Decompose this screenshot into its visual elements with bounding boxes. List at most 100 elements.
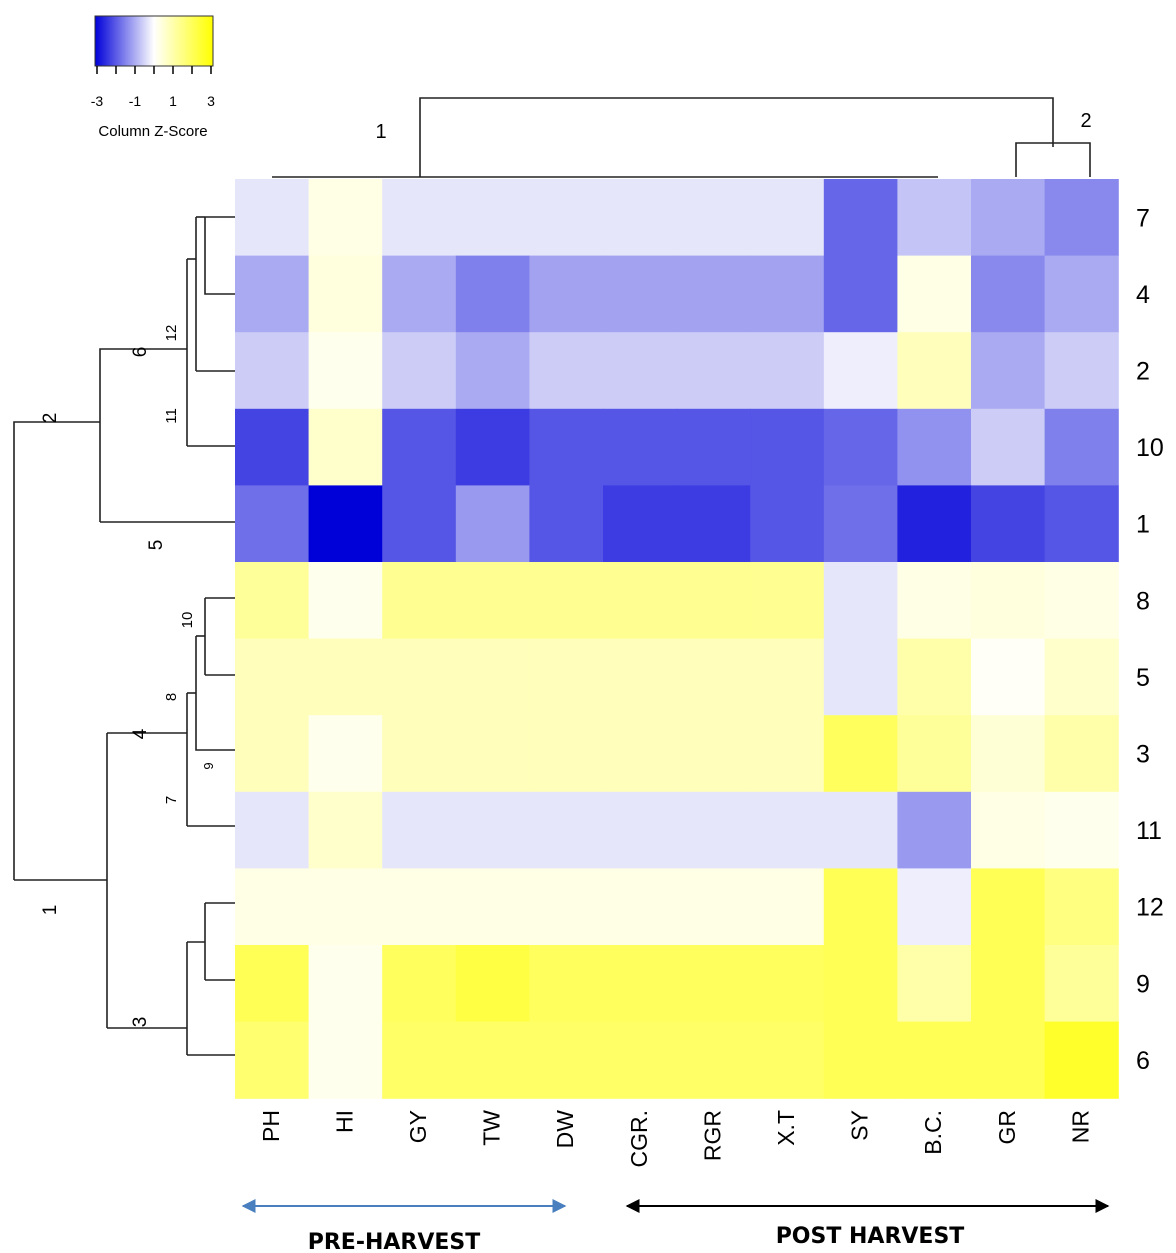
heatmap-cell xyxy=(455,562,530,640)
heatmap-cell xyxy=(235,868,310,946)
heatmap-cell xyxy=(603,868,678,946)
heatmap-cell xyxy=(308,332,383,410)
heatmap-cell xyxy=(382,715,457,793)
heatmap-cell xyxy=(676,408,751,486)
heatmap-cell xyxy=(308,562,383,640)
heatmap-cell xyxy=(971,255,1046,333)
heatmap-cell xyxy=(382,638,457,716)
heatmap-cell xyxy=(750,562,825,640)
color-key-tick-label: 1 xyxy=(169,93,177,109)
heatmap-cell xyxy=(971,179,1046,257)
heatmap-cell xyxy=(750,868,825,946)
row-label: 4 xyxy=(1136,281,1150,309)
heatmap-cell xyxy=(308,638,383,716)
column-label: CGR. xyxy=(626,1110,652,1168)
heatmap-cell xyxy=(676,715,751,793)
heatmap-cell xyxy=(529,332,604,410)
heatmap-cell xyxy=(308,868,383,946)
heatmap-cell xyxy=(897,1021,972,1099)
heatmap-cell xyxy=(676,791,751,869)
heatmap-cell xyxy=(235,562,310,640)
heatmap-cell xyxy=(308,485,383,563)
heatmap-cell xyxy=(455,868,530,946)
column-labels: PH HI GY TW DW CGR. RGR X.T SY B.C. GR NR xyxy=(258,1110,1094,1168)
row-cluster-label: 12 xyxy=(163,325,180,342)
column-label: B.C. xyxy=(920,1110,946,1155)
heatmap-cell xyxy=(235,408,310,486)
heatmap-cell xyxy=(308,715,383,793)
column-label: SY xyxy=(847,1110,873,1141)
heatmap-cell xyxy=(750,332,825,410)
heatmap-cell xyxy=(750,179,825,257)
row-label: 7 xyxy=(1136,204,1150,232)
row-label: 11 xyxy=(1136,817,1162,845)
heatmap-cell xyxy=(529,255,604,333)
heatmap-cell xyxy=(603,332,678,410)
heatmap-cell xyxy=(1044,638,1119,716)
heatmap-cell xyxy=(1044,485,1119,563)
heatmap-cell xyxy=(382,562,457,640)
heatmap-cell xyxy=(382,945,457,1023)
row-cluster-label: 10 xyxy=(179,612,196,629)
heatmap-cell xyxy=(529,485,604,563)
heatmap-cell xyxy=(382,408,457,486)
heatmap-cell xyxy=(603,791,678,869)
heatmap-cell xyxy=(1044,868,1119,946)
row-cluster-label: 8 xyxy=(163,693,180,701)
column-label: DW xyxy=(552,1110,578,1149)
heatmap-cell xyxy=(235,638,310,716)
row-cluster-label: 4 xyxy=(130,728,151,739)
heatmap-cell xyxy=(823,562,898,640)
heatmap-cell xyxy=(823,715,898,793)
heatmap-cell xyxy=(382,485,457,563)
heatmap-cell xyxy=(750,485,825,563)
heatmap-cell xyxy=(750,638,825,716)
heatmap-cell xyxy=(603,255,678,333)
heatmap-cell xyxy=(529,791,604,869)
heatmap-cell xyxy=(235,255,310,333)
heatmap-cell xyxy=(382,1021,457,1099)
heatmap-cell xyxy=(897,715,972,793)
heatmap-cell xyxy=(235,715,310,793)
heatmap-cell xyxy=(455,715,530,793)
column-cluster-label: 1 xyxy=(375,121,386,143)
heatmap-cell xyxy=(897,868,972,946)
heatmap-cell xyxy=(897,485,972,563)
row-cluster-label: 7 xyxy=(163,796,180,804)
heatmap-cell xyxy=(603,1021,678,1099)
heatmap-cell xyxy=(455,255,530,333)
row-label: 10 xyxy=(1136,434,1164,462)
row-label: 9 xyxy=(1136,970,1150,998)
heatmap-cell xyxy=(603,715,678,793)
heatmap-cell xyxy=(676,638,751,716)
heatmap-cell xyxy=(529,715,604,793)
row-cluster-label: 11 xyxy=(163,408,180,424)
heatmap-cell xyxy=(823,638,898,716)
heatmap-cell xyxy=(308,255,383,333)
column-label: GR xyxy=(994,1110,1020,1145)
column-label: HI xyxy=(331,1110,357,1133)
heatmap-cell xyxy=(897,179,972,257)
color-key: -3 -1 1 3 Column Z-Score xyxy=(91,15,215,140)
color-key-title: Column Z-Score xyxy=(98,123,207,140)
heatmap-cell xyxy=(1044,332,1119,410)
heatmap-cell xyxy=(750,945,825,1023)
heatmap-cell xyxy=(676,562,751,640)
heatmap-cell xyxy=(971,485,1046,563)
heatmap-cell xyxy=(1044,1021,1119,1099)
heatmap-cell xyxy=(823,332,898,410)
row-dendrogram xyxy=(13,216,235,1056)
heatmap-cell xyxy=(529,179,604,257)
heatmap-cell xyxy=(603,179,678,257)
heatmap-cell xyxy=(529,408,604,486)
heatmap-cell xyxy=(235,945,310,1023)
column-label: NR xyxy=(1067,1110,1093,1143)
heatmap-cell xyxy=(455,485,530,563)
heatmap-cell xyxy=(455,179,530,257)
heatmap-cell xyxy=(1044,562,1119,640)
heatmap-cell xyxy=(897,332,972,410)
heatmap-cell xyxy=(529,945,604,1023)
heatmap-cell xyxy=(971,562,1046,640)
